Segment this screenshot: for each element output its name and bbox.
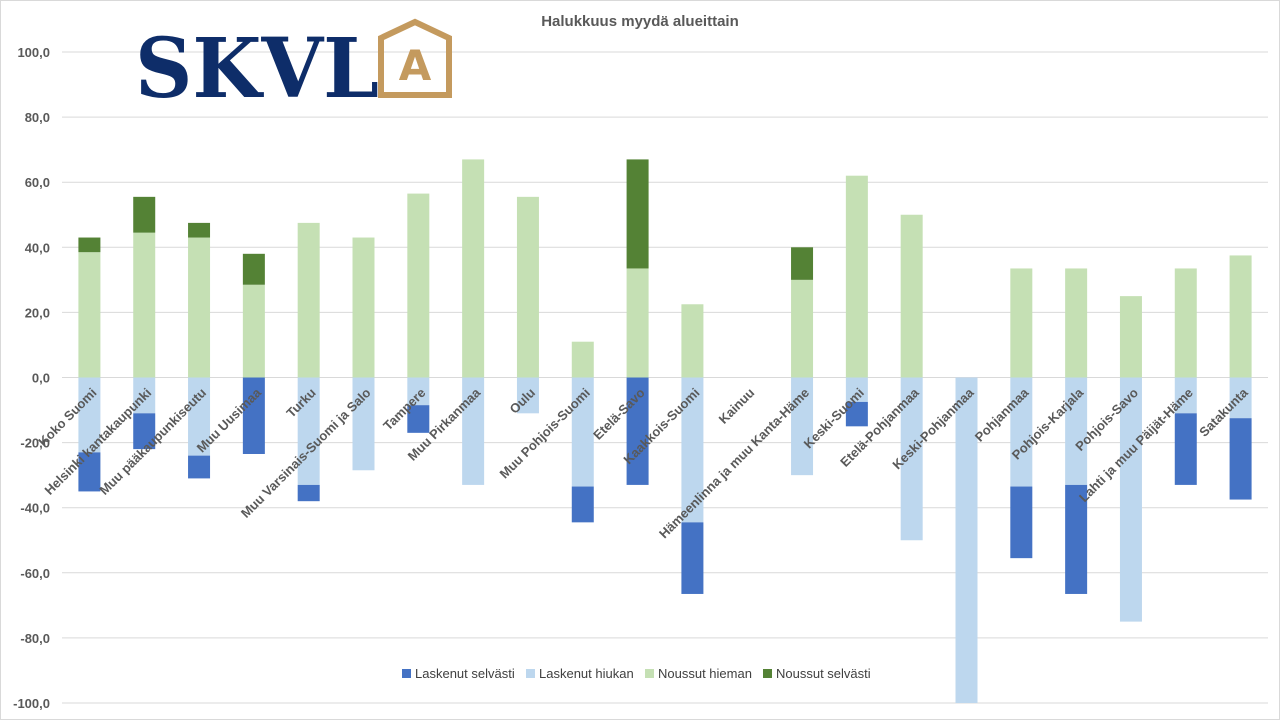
- bar-segment: [571, 486, 594, 523]
- y-tick-label: 20,0: [25, 305, 50, 320]
- bar-segment: [297, 222, 320, 378]
- bar-segment: [1229, 255, 1252, 378]
- bar-segment: [407, 377, 430, 406]
- y-tick-label: -40,0: [20, 501, 50, 516]
- legend-swatch: [526, 669, 535, 678]
- bar-segment: [1010, 486, 1033, 559]
- y-tick-label: 60,0: [25, 175, 50, 190]
- bar-segment: [188, 237, 211, 378]
- bar-segment: [352, 237, 375, 378]
- legend-label: Laskenut hiukan: [539, 666, 634, 681]
- bar-segment: [462, 159, 485, 378]
- bar-segment: [1119, 377, 1142, 622]
- bar-segment: [1174, 377, 1197, 414]
- bar-segment: [78, 377, 101, 453]
- bar-segment: [133, 377, 156, 414]
- bar-segment: [626, 377, 649, 485]
- bar-segment: [626, 268, 649, 378]
- bar-segment: [1174, 268, 1197, 378]
- bar-segment: [791, 247, 814, 280]
- y-axis-tick-labels: 100,0 80,0 60,0 40,0 20,0 0,0 -20,0 -40,0 -60,0 -…: [13, 45, 50, 711]
- bar-segment: [78, 237, 101, 253]
- bar-segment: [626, 159, 649, 269]
- y-tick-label: 40,0: [25, 240, 50, 255]
- bar-segment: [1010, 377, 1033, 487]
- bar-segment: [78, 452, 101, 492]
- legend-swatch: [402, 669, 411, 678]
- bar-segment: [1065, 484, 1088, 594]
- bar-segment: [1119, 296, 1142, 378]
- legend: Laskenut selvästi Laskenut hiukan Noussut …: [402, 666, 871, 681]
- bar-segment: [845, 377, 868, 402]
- logo-text: SKVL: [135, 21, 379, 117]
- bar-segment: [516, 196, 539, 378]
- y-tick-label: -60,0: [20, 566, 50, 581]
- bar-segment: [133, 196, 156, 233]
- bar-segment: [133, 413, 156, 450]
- bar-segment: [297, 377, 320, 485]
- logo-emblem-letter: A: [399, 41, 432, 90]
- y-tick-label: -20,0: [20, 436, 50, 451]
- bar-segment: [188, 377, 211, 456]
- bar-segment: [1229, 418, 1252, 500]
- bar-segment: [1065, 268, 1088, 378]
- y-tick-label: 0,0: [32, 371, 50, 386]
- bar-segment: [242, 284, 265, 378]
- bar-segment: [78, 252, 101, 378]
- bar-segment: [242, 253, 265, 285]
- legend-swatch: [763, 669, 772, 678]
- bar-segment: [297, 484, 320, 502]
- bar-segment: [407, 193, 430, 378]
- bar-segment: [1065, 377, 1088, 485]
- category-label: Kainuu: [716, 385, 758, 427]
- bar-segment: [571, 341, 594, 378]
- bar-segment: [845, 401, 868, 427]
- bar-segment: [1229, 377, 1252, 419]
- bar-segment: [407, 405, 430, 433]
- bar-segment: [242, 377, 265, 454]
- legend-label: Noussut hieman: [658, 666, 752, 681]
- bar-segment: [188, 222, 211, 238]
- bar-segment: [681, 304, 704, 378]
- y-tick-label: -80,0: [20, 631, 50, 646]
- bar-segment: [791, 377, 814, 476]
- bar-segment: [791, 279, 814, 378]
- bar-segment: [352, 377, 375, 471]
- bar-segment: [955, 377, 978, 703]
- bars: [78, 159, 1252, 703]
- bar-segment: [900, 214, 923, 378]
- y-tick-label: 100,0: [17, 45, 50, 60]
- bar-segment: [571, 377, 594, 487]
- bar-segment: [133, 232, 156, 378]
- y-tick-label: 80,0: [25, 110, 50, 125]
- y-tick-label: -100,0: [13, 696, 50, 711]
- chart-title: Halukkuus myydä alueittain: [541, 13, 739, 30]
- bar-segment: [516, 377, 539, 414]
- bar-segment: [681, 522, 704, 594]
- bar-segment: [1010, 268, 1033, 378]
- logo-emblem-icon: A: [378, 18, 452, 98]
- legend-swatch: [645, 669, 654, 678]
- legend-label: Noussut selvästi: [776, 666, 871, 681]
- bar-segment: [462, 377, 485, 485]
- legend-label: Laskenut selvästi: [415, 666, 515, 681]
- bar-segment: [845, 175, 868, 378]
- bar-segment: [681, 377, 704, 523]
- bar-segment: [188, 455, 211, 479]
- bar-segment: [900, 377, 923, 541]
- skvl-logo: SKVL A: [135, 18, 452, 117]
- bar-segment: [1174, 413, 1197, 485]
